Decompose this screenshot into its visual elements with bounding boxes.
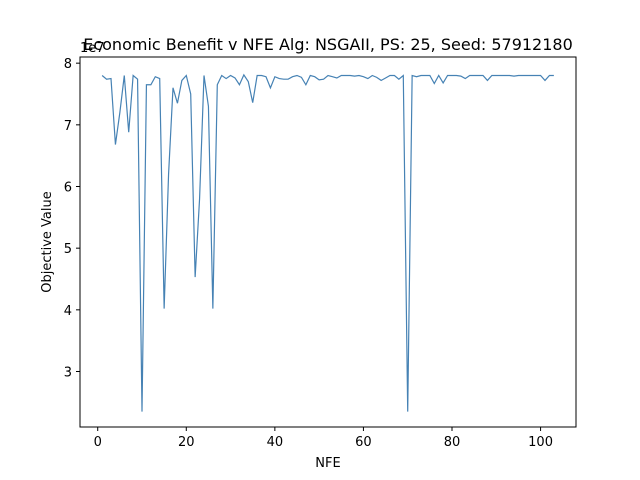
y-tick-label: 8 — [64, 57, 72, 72]
x-tick-label: 40 — [267, 435, 284, 450]
y-tick-label: 4 — [64, 304, 72, 319]
x-tick-label: 60 — [355, 435, 372, 450]
y-axis-label: Objective Value — [40, 191, 55, 292]
y-tick-label: 7 — [64, 119, 72, 134]
y-tick-label: 6 — [64, 181, 72, 196]
y-axis-offset-label: 1e7 — [80, 41, 105, 56]
series-line-0 — [101, 73, 554, 412]
x-tick-label: 20 — [178, 435, 195, 450]
y-tick-label: 3 — [64, 366, 72, 381]
x-axis-label: NFE — [315, 456, 340, 471]
x-axis: 0 20 40 60 80 100 — [94, 427, 553, 450]
x-tick-label: 100 — [528, 435, 553, 450]
y-axis: 3 4 5 6 7 8 — [64, 57, 80, 381]
x-tick-label: 80 — [444, 435, 461, 450]
axes-frame — [79, 56, 577, 428]
plot-area — [101, 73, 554, 412]
y-tick-label: 5 — [64, 242, 72, 257]
x-tick-label: 0 — [94, 435, 102, 450]
chart-title: Economic Benefit v NFE Alg: NSGAII, PS: … — [83, 35, 573, 54]
